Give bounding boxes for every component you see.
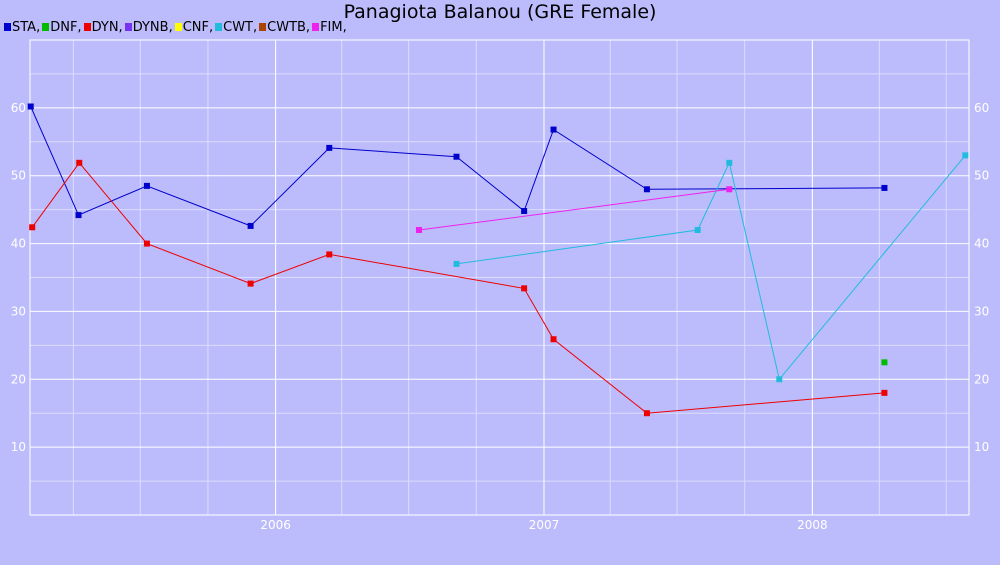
data-point-dyn	[643, 410, 650, 417]
legend-label: DNF,	[50, 20, 82, 35]
legend-label: CWTB,	[267, 20, 311, 35]
y-tick-label-right: 60	[974, 101, 989, 115]
legend-swatch	[4, 23, 11, 31]
data-point-cwt	[694, 227, 701, 233]
y-tick-label-right: 30	[974, 304, 989, 318]
legend-swatch	[215, 23, 223, 31]
legend-item-sta: STA,	[4, 20, 40, 35]
legend-swatch	[259, 23, 267, 31]
data-point-sta	[75, 212, 82, 219]
plot-frame	[29, 39, 970, 516]
data-point-dyn	[326, 251, 333, 258]
data-point-fim	[415, 227, 422, 233]
legend-item-cwtb: CWTB,	[259, 20, 310, 35]
legend-swatch	[312, 23, 320, 31]
data-point-cwt	[962, 152, 969, 159]
legend: STA, DNF, DYN, DYNB, CNF, CWT, CWTB, FIM,	[4, 20, 349, 35]
legend-label: CWT,	[223, 20, 258, 35]
legend-swatch	[174, 23, 182, 31]
y-tick-label-right: 20	[974, 372, 989, 386]
legend-label: DYNB,	[132, 20, 173, 35]
data-point-sta	[881, 184, 888, 191]
data-point-dyn	[881, 389, 888, 396]
legend-item-dyn: DYN,	[83, 20, 123, 35]
x-tick-label: 2006	[260, 518, 291, 532]
y-tick-label-right: 40	[974, 237, 989, 251]
data-point-dyn	[247, 280, 254, 287]
legend-swatch	[83, 23, 91, 31]
legend-label: STA,	[12, 20, 41, 35]
legend-item-dnf: DNF,	[42, 20, 82, 35]
data-point-sta	[643, 186, 650, 193]
data-point-fim	[726, 186, 733, 193]
legend-swatch	[124, 23, 132, 31]
data-point-sta	[326, 144, 333, 151]
legend-item-cnf: CNF,	[174, 20, 214, 35]
x-tick-label: 2008	[797, 518, 828, 532]
series-line-sta	[30, 106, 885, 227]
y-tick-label-left: 40	[11, 237, 26, 251]
legend-label: DYN,	[91, 20, 123, 35]
y-tick-label-right: 50	[974, 169, 989, 183]
y-tick-label-left: 30	[11, 304, 26, 318]
data-point-sta	[453, 153, 460, 160]
legend-label: CNF,	[182, 20, 214, 35]
data-point-dnf	[881, 359, 888, 366]
legend-label: FIM,	[320, 20, 347, 35]
data-point-dyn	[143, 240, 150, 247]
chart-title: Panagiota Balanou (GRE Female)	[343, 1, 657, 23]
legend-item-fim: FIM,	[312, 20, 347, 35]
legend-swatch	[42, 23, 50, 31]
data-point-cwt	[776, 376, 783, 383]
data-point-dyn	[550, 336, 557, 343]
data-point-sta	[521, 208, 528, 214]
data-point-sta	[550, 126, 557, 133]
y-tick-label-right: 10	[974, 440, 989, 454]
data-point-dyn	[76, 159, 83, 166]
y-tick-label-left: 60	[11, 101, 26, 115]
data-point-sta	[27, 103, 34, 110]
data-point-dyn	[521, 285, 528, 292]
series-line-dyn	[31, 161, 885, 414]
legend-item-dynb: DYNB,	[124, 20, 173, 35]
x-tick-label: 2007	[529, 518, 560, 532]
y-tick-label-left: 10	[11, 440, 26, 454]
data-point-dyn	[29, 224, 36, 231]
y-tick-label-left: 20	[11, 372, 26, 386]
series-line-fim	[418, 188, 730, 231]
data-point-sta	[143, 182, 150, 189]
y-tick-label-left: 50	[11, 169, 26, 183]
data-point-sta	[247, 222, 254, 229]
data-point-cwt	[726, 159, 733, 166]
legend-item-cwt: CWT,	[215, 20, 257, 35]
data-point-cwt	[453, 260, 460, 267]
